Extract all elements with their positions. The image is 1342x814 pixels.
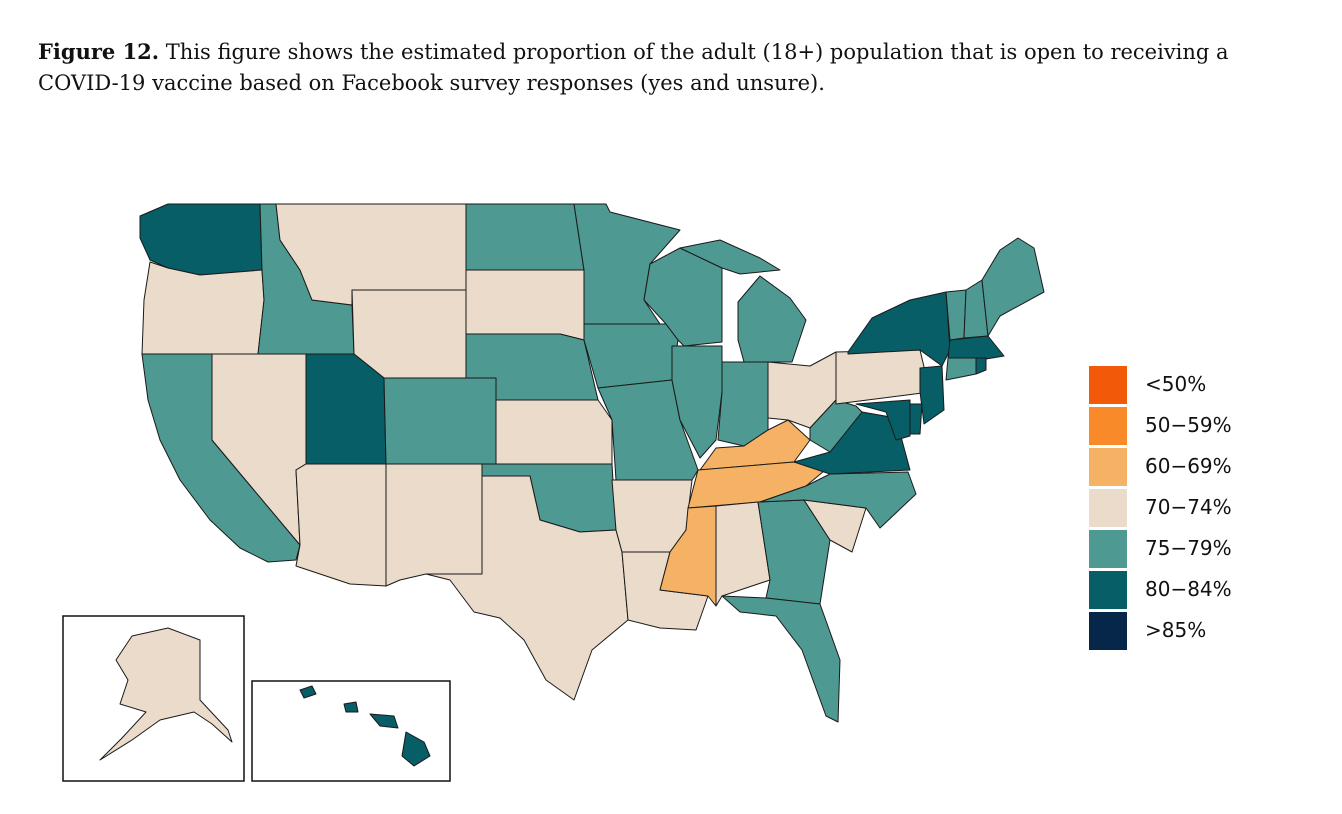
state-indiana [717,361,769,447]
legend-swatch [1089,366,1127,404]
legend-label: 75−79% [1145,536,1232,560]
legend-swatch [1089,489,1127,527]
legend-swatch [1089,448,1127,486]
state-illinois [671,345,723,459]
state-michigan [737,275,807,363]
legend-label: >85% [1145,618,1207,642]
state-hawaii-maui [369,713,399,729]
state-massachusetts [947,335,1005,361]
state-colorado [383,377,497,465]
state-new-mexico [385,463,483,587]
state-north-carolina [759,471,917,529]
state-florida [721,595,841,723]
state-maine [981,237,1045,337]
hawaii-inset-frame [251,680,451,782]
state-delaware [909,403,923,435]
state-oregon [141,261,265,355]
state-arizona [295,463,387,587]
state-south-dakota [465,269,585,341]
state-alabama [715,501,771,607]
legend-swatch [1089,530,1127,568]
state-kansas [495,399,613,465]
legend-label: 60−69% [1145,454,1232,478]
figure-caption: Figure 12. This figure shows the estimat… [38,36,1278,99]
legend-label: 50−59% [1145,413,1232,437]
legend-label: 70−74% [1145,495,1232,519]
state-rhode-island [975,357,987,375]
state-maryland [855,399,911,441]
legend-swatch [1089,612,1127,650]
state-alaska [99,627,233,761]
state-vermont [945,289,967,341]
state-michigan-up [679,239,781,275]
legend-label: 80−84% [1145,577,1232,601]
legend-swatch [1089,407,1127,445]
state-texas [425,475,629,701]
state-pennsylvania [835,349,931,405]
state-new-jersey [919,365,945,425]
state-iowa [583,323,679,389]
caption-text: This figure shows the estimated proporti… [38,40,1229,95]
legend-label: <50% [1145,372,1207,396]
legend-swatch [1089,571,1127,609]
state-hawaii-kauai [299,685,317,699]
state-connecticut [945,357,977,381]
state-utah [305,353,387,465]
figure-label: Figure 12. [38,39,160,64]
state-north-dakota [465,203,585,271]
state-wyoming [351,289,467,379]
state-hawaii-big-island [401,731,431,767]
state-hawaii-oahu [343,701,359,713]
